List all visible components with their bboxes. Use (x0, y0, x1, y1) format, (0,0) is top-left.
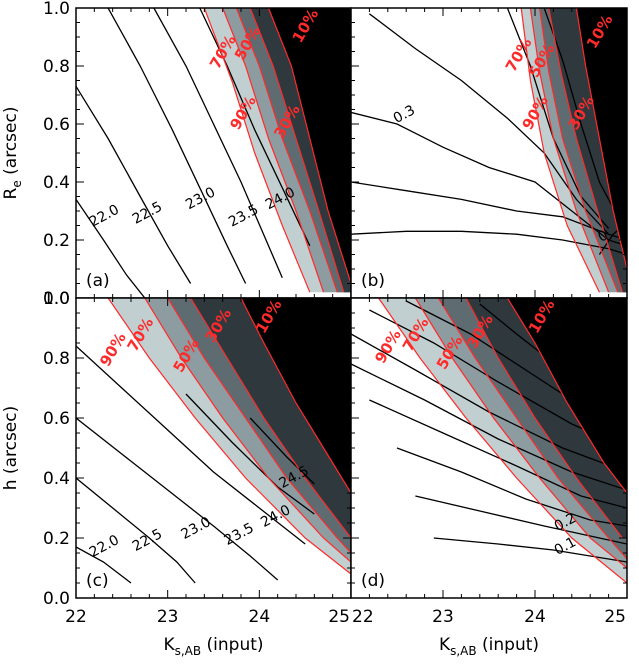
completeness-line-50pct (437, 298, 627, 560)
y-tick-label: 1.0 (43, 289, 70, 309)
contour-line (598, 222, 627, 255)
x-axis-title: Ks,AB (input) (439, 635, 539, 658)
panel-c: 22.0 22.5 23.0 23.524.024.590%70%50%30% 10%(… (75, 297, 352, 599)
contour-line (185, 393, 315, 515)
completeness-line-90pct (107, 298, 351, 575)
completeness-line-10pct (575, 8, 627, 270)
completeness-line-70pct (529, 8, 610, 293)
y-tick-label: 0.0 (43, 589, 70, 609)
contour-line (396, 447, 627, 527)
contour-line (543, 8, 619, 218)
completeness-band-10pct (576, 8, 627, 269)
x-tick-label: 25 (328, 607, 350, 627)
x-tick-label: 22 (65, 607, 87, 627)
y-tick-label: 0.6 (43, 115, 70, 135)
panel-c-ticks: 0.0 0.2 0.4 0.6 0.8 1.0 h (arcsec) 22 23 24 25 Ks,A… (1, 289, 352, 658)
contour-line (433, 537, 627, 563)
contour-line (415, 495, 627, 545)
completeness-band-10pct (268, 8, 351, 284)
contour-line (107, 8, 247, 284)
x-tick-label: 25 (604, 607, 626, 627)
y-tick-label: 0.4 (43, 173, 70, 193)
y-tick-label: 0.2 (43, 529, 70, 549)
completeness-line-70pct (414, 298, 627, 569)
completeness-line-90pct (378, 298, 627, 584)
contour-line (351, 363, 627, 491)
y-axis-title: h (arcsec) (1, 406, 21, 491)
y-tick-label: 1.0 (43, 0, 70, 19)
panel-d: 0.10.290%70% 50%30% 10%(d) (350, 297, 628, 599)
x-axis-title: Ks,AB (input) (163, 635, 263, 658)
y-axis-title: Re (arcsec) (1, 107, 24, 200)
contour-line (405, 300, 627, 434)
panel-label: (d) (361, 571, 385, 591)
completeness-line-30pct (190, 298, 351, 539)
completeness-line-70pct (222, 8, 325, 293)
y-tick-label: 0.8 (43, 349, 70, 369)
completeness-line-90pct (520, 8, 600, 293)
contour-line (76, 85, 192, 284)
panel-a: 22.0 22.523.023.524.070%50%90% 30%10%(a) (75, 7, 352, 299)
contour-line (76, 345, 306, 545)
contour-line (369, 309, 627, 449)
contour-line (76, 199, 146, 298)
x-tick-label: 23 (157, 607, 179, 627)
completeness-line-10pct (267, 8, 351, 284)
contour-line (249, 417, 315, 485)
contour-line (369, 399, 627, 509)
panel-label: (b) (361, 271, 385, 291)
contour-line (351, 111, 627, 247)
completeness-line-10pct (506, 298, 627, 494)
panel-d-plot: 0.10.290%70% 50%30% 10% (351, 298, 627, 598)
completeness-line-90pct (203, 8, 311, 293)
completeness-line-50pct (167, 298, 351, 554)
y-tick-label: 0.0 (43, 289, 70, 309)
completeness-line-10pct (240, 298, 351, 494)
panel-a-plot: 22.0 22.523.023.524.070%50%90% 30%10% (76, 8, 351, 298)
contour-line (76, 477, 196, 584)
panel-label: (c) (86, 571, 109, 591)
completeness-line-30pct (465, 298, 623, 539)
contour-line (369, 13, 610, 235)
panels-layer: 22.0 22.523.023.524.070%50%90% 30%10%(a)0.… (75, 7, 628, 599)
x-tick-label: 23 (432, 607, 454, 627)
contour-line (199, 8, 311, 247)
y-tick-label: 0.4 (43, 469, 70, 489)
x-tick-label: 24 (524, 607, 546, 627)
panel-label: (a) (86, 271, 110, 291)
completeness-band-10pct (241, 298, 351, 493)
completeness-line-70pct (144, 298, 351, 563)
panel-d-ticks: 22 23 24 25 Ks,AB (input) (350, 297, 628, 658)
completeness-line-30pct (249, 8, 345, 293)
contour-line (76, 417, 279, 581)
completeness-line-50pct (539, 8, 619, 293)
x-tick-label: 22 (352, 607, 374, 627)
axes-layer: 0.00.20.40.60.81.0Re (arcsec)0.00.20.40.… (1, 0, 628, 658)
contour-line (153, 8, 283, 278)
y-tick-label: 0.6 (43, 409, 70, 429)
y-tick-label: 0.2 (43, 231, 70, 251)
panel-b-ticks (350, 7, 628, 299)
contour-line (76, 546, 132, 584)
contour-line (479, 303, 627, 413)
x-tick-label: 24 (249, 607, 271, 627)
completeness-line-30pct (548, 8, 623, 293)
panel-a-ticks: 0.0 0.2 0.4 0.6 0.8 1.0 Re (arcsec) (1, 0, 352, 309)
y-tick-label: 0.8 (43, 57, 70, 77)
completeness-line-50pct (235, 8, 338, 293)
panel-c-plot: 22.0 22.5 23.0 23.524.024.590%70%50%30% 10% (76, 298, 351, 598)
